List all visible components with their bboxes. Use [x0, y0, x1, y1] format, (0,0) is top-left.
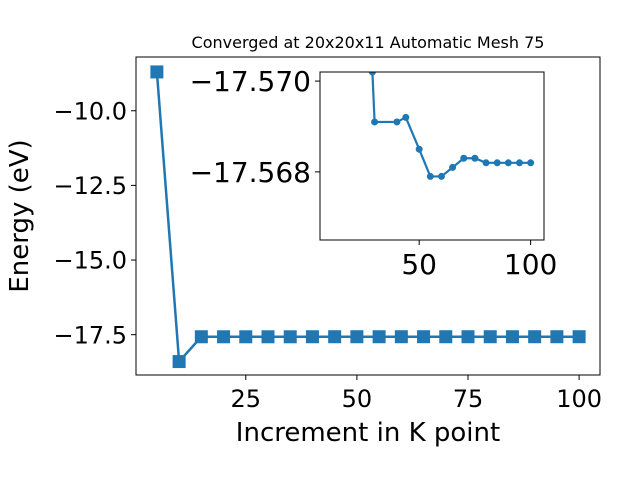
main-data-point: [461, 330, 475, 344]
main-data-point: [439, 330, 453, 344]
inset-y-tick-label: −17.568: [190, 156, 311, 189]
inset-data-point: [368, 72, 376, 76]
main-data-point: [239, 330, 253, 344]
inset-plot-frame: [319, 71, 545, 241]
main-data-point: [550, 330, 564, 344]
main-y-tick-label: −12.5: [53, 172, 127, 200]
inset-plot-background: [320, 72, 544, 240]
inset-x-tick-label: 100: [504, 248, 557, 281]
inset-x-tick-label: 50: [401, 248, 437, 281]
inset-data-point: [402, 113, 410, 121]
main-data-point: [483, 330, 497, 344]
inset-data-point: [426, 172, 434, 180]
main-y-axis: −17.5 −15.0 −12.5 −10.0: [53, 97, 136, 349]
main-x-tick-label: 100: [556, 385, 602, 413]
main-y-tick-label: −17.5: [53, 321, 127, 349]
inset-y-axis: −17.570 −17.568: [190, 65, 320, 189]
main-data-point: [350, 330, 364, 344]
inset-data-point: [437, 172, 445, 180]
main-x-tick-label: 50: [342, 385, 373, 413]
main-x-tick-label: 25: [231, 385, 262, 413]
inset-data-point: [493, 159, 501, 167]
main-data-point: [283, 330, 297, 344]
y-axis-label: Energy (eV): [5, 139, 35, 292]
main-y-tick-label: −15.0: [53, 247, 127, 275]
main-data-point: [372, 330, 386, 344]
inset-data-point: [449, 163, 457, 171]
main-plot: [150, 65, 586, 369]
inset-series-group: [368, 72, 535, 180]
main-data-point: [261, 330, 275, 344]
main-data-point: [328, 330, 342, 344]
inset-plot: [368, 72, 535, 180]
main-x-axis: 25 50 75 100: [231, 375, 602, 413]
main-y-tick-label: −10.0: [53, 97, 127, 125]
main-plot-frame: [135, 56, 601, 376]
inset-data-point: [393, 118, 401, 126]
main-data-point: [528, 330, 542, 344]
x-axis-label: Increment in K point: [236, 418, 500, 448]
main-data-point: [394, 330, 408, 344]
main-data-point: [217, 330, 231, 344]
main-data-point: [417, 330, 431, 344]
inset-data-point: [482, 159, 490, 167]
inset-data-point: [471, 154, 479, 162]
inset-data-point: [415, 145, 423, 153]
inset-data-point: [371, 118, 379, 126]
main-data-point: [505, 330, 519, 344]
inset-x-axis: 50 100: [401, 240, 557, 281]
main-data-point: [572, 330, 586, 344]
main-data-point: [172, 355, 186, 369]
main-series-group: [150, 65, 586, 369]
chart-title: Converged at 20x20x11 Automatic Mesh 75: [192, 33, 545, 52]
main-x-tick-label: 75: [453, 385, 484, 413]
main-data-point: [194, 330, 208, 344]
main-data-point: [305, 330, 319, 344]
inset-data-point: [504, 159, 512, 167]
inset-data-point: [515, 159, 523, 167]
main-data-point: [150, 65, 164, 79]
inset-data-point: [527, 159, 535, 167]
inset-y-tick-label: −17.570: [190, 65, 311, 98]
inset-data-point: [460, 154, 468, 162]
